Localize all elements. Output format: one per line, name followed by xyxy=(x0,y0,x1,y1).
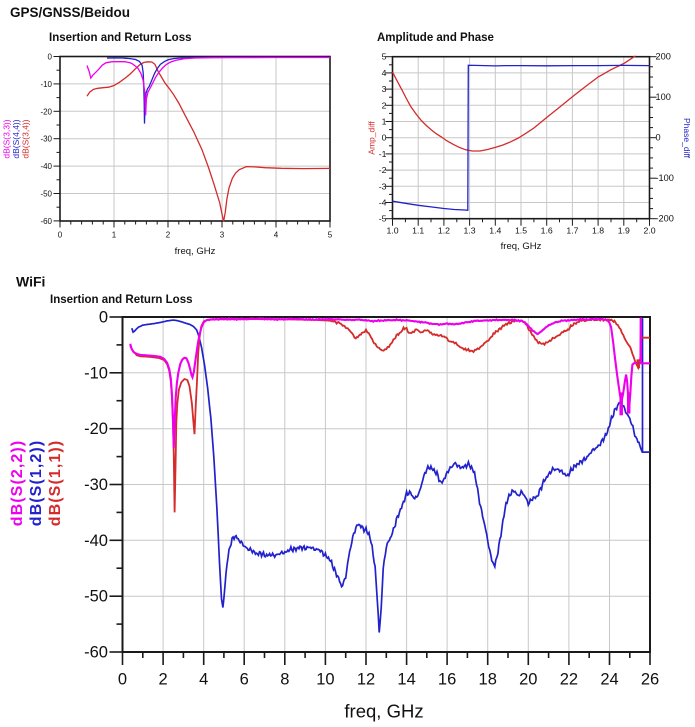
svg-text:-40: -40 xyxy=(40,162,52,171)
svg-text:-20: -20 xyxy=(84,420,108,438)
svg-text:18: 18 xyxy=(479,671,497,689)
svg-text:1.3: 1.3 xyxy=(464,226,476,236)
svg-text:0: 0 xyxy=(99,309,108,327)
svg-text:-30: -30 xyxy=(84,476,108,494)
svg-text:Insertion and Return Loss: Insertion and Return Loss xyxy=(49,32,192,44)
svg-text:-10: -10 xyxy=(84,364,108,382)
svg-text:-30: -30 xyxy=(40,135,52,144)
svg-text:-50: -50 xyxy=(84,588,108,606)
svg-text:dB(S(4,4)): dB(S(4,4)) xyxy=(11,119,21,158)
svg-text:24: 24 xyxy=(600,671,618,689)
svg-text:2.0: 2.0 xyxy=(643,226,655,236)
svg-text:freq, GHz: freq, GHz xyxy=(175,246,216,257)
svg-text:-40: -40 xyxy=(84,532,108,550)
svg-text:-1: -1 xyxy=(379,149,387,159)
svg-text:dB(S(1,2)): dB(S(1,2)) xyxy=(28,440,45,527)
svg-text:-10: -10 xyxy=(40,80,52,89)
svg-text:dB(S(1,1)): dB(S(1,1)) xyxy=(47,440,64,527)
svg-text:-5: -5 xyxy=(379,214,387,224)
svg-text:3: 3 xyxy=(220,231,225,240)
svg-text:GPS/GNSS/Beidou: GPS/GNSS/Beidou xyxy=(10,5,130,20)
svg-text:-60: -60 xyxy=(84,644,108,662)
svg-text:2: 2 xyxy=(159,671,168,689)
svg-text:1.4: 1.4 xyxy=(489,226,501,236)
svg-text:2: 2 xyxy=(166,231,171,240)
svg-text:WiFi: WiFi xyxy=(16,274,45,290)
svg-text:-3: -3 xyxy=(379,181,387,191)
svg-text:0: 0 xyxy=(48,53,53,62)
svg-text:4: 4 xyxy=(382,68,387,78)
svg-text:-50: -50 xyxy=(40,190,52,199)
svg-text:dB(S(2,2)): dB(S(2,2)) xyxy=(9,440,26,527)
svg-text:14: 14 xyxy=(397,671,415,689)
svg-text:16: 16 xyxy=(438,671,456,689)
svg-text:-60: -60 xyxy=(40,217,52,226)
svg-text:3: 3 xyxy=(382,84,387,94)
svg-text:1.7: 1.7 xyxy=(566,226,578,236)
svg-text:dB(S(3,4)): dB(S(3,4)) xyxy=(21,119,31,158)
svg-text:-200: -200 xyxy=(656,214,674,224)
svg-text:12: 12 xyxy=(357,671,375,689)
svg-text:0: 0 xyxy=(118,671,127,689)
svg-text:1.5: 1.5 xyxy=(515,226,527,236)
svg-text:dB(S(3,3)): dB(S(3,3)) xyxy=(2,119,12,158)
svg-text:5: 5 xyxy=(328,231,333,240)
svg-text:1.0: 1.0 xyxy=(386,226,398,236)
svg-text:6: 6 xyxy=(240,671,249,689)
svg-text:200: 200 xyxy=(656,52,671,62)
svg-text:26: 26 xyxy=(641,671,659,689)
svg-text:freq, GHz: freq, GHz xyxy=(344,701,423,722)
svg-text:1.1: 1.1 xyxy=(412,226,424,236)
svg-text:1: 1 xyxy=(382,117,387,127)
svg-text:1.2: 1.2 xyxy=(438,226,450,236)
svg-text:-100: -100 xyxy=(656,173,674,183)
svg-text:10: 10 xyxy=(316,671,334,689)
svg-text:20: 20 xyxy=(519,671,537,689)
svg-text:2: 2 xyxy=(382,100,387,110)
svg-text:1: 1 xyxy=(112,231,117,240)
svg-text:Amp_diff: Amp_diff xyxy=(367,121,377,155)
svg-text:0: 0 xyxy=(58,231,63,240)
svg-text:22: 22 xyxy=(560,671,578,689)
svg-text:Phase_diff: Phase_diff xyxy=(682,118,692,159)
svg-text:8: 8 xyxy=(280,671,289,689)
svg-text:Amplitude and Phase: Amplitude and Phase xyxy=(377,32,494,44)
svg-text:4: 4 xyxy=(199,671,208,689)
svg-text:5: 5 xyxy=(382,52,387,62)
svg-text:-20: -20 xyxy=(40,107,52,116)
svg-text:4: 4 xyxy=(274,231,279,240)
svg-text:1.6: 1.6 xyxy=(541,226,553,236)
svg-text:1.8: 1.8 xyxy=(592,226,604,236)
svg-text:1.9: 1.9 xyxy=(618,226,630,236)
svg-text:freq, GHz: freq, GHz xyxy=(501,241,542,252)
svg-text:Insertion and Return Loss: Insertion and Return Loss xyxy=(50,294,193,306)
svg-text:0: 0 xyxy=(656,133,661,143)
svg-text:0: 0 xyxy=(382,133,387,143)
svg-text:-2: -2 xyxy=(379,165,387,175)
svg-text:-4: -4 xyxy=(379,198,387,208)
svg-text:100: 100 xyxy=(656,92,671,102)
